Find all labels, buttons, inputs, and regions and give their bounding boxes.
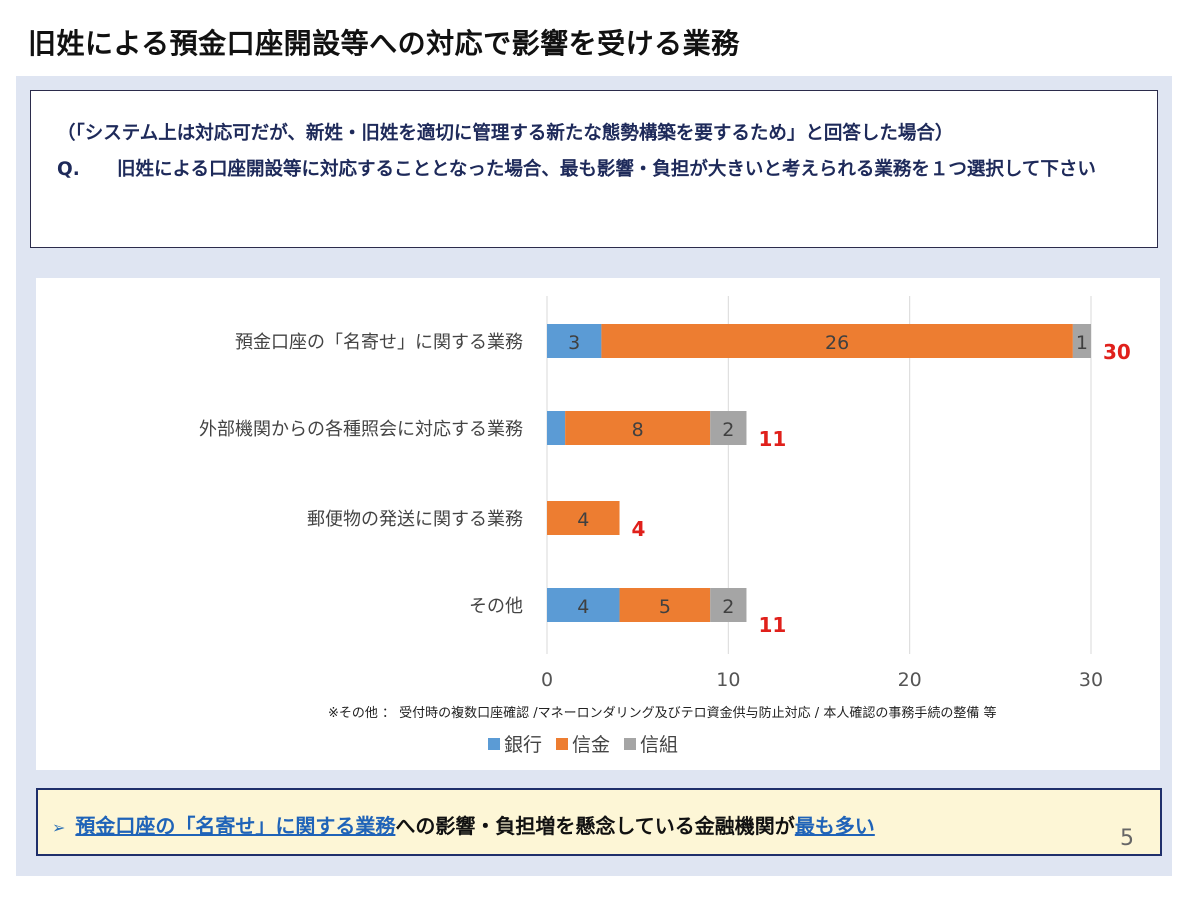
conclusion-box: ➢ 預金口座の「名寄せ」に関する業務への影響・負担増を懸念している金融機関が最も多… (36, 788, 1162, 856)
data-label: 26 (825, 332, 849, 354)
data-label: 5 (659, 596, 671, 618)
bar-segment (601, 324, 1073, 358)
question-text: 旧姓による口座開設等に対応することとなった場合、最も影響・負担が大きいと考えられ… (117, 159, 1096, 180)
total-label: 30 (1103, 340, 1131, 364)
page-title: 旧姓による預金口座開設等への対応で影響を受ける業務 (28, 27, 740, 60)
x-tick-label: 20 (898, 669, 922, 691)
legend-swatch (488, 737, 500, 750)
legend-label: 銀行 (504, 734, 543, 756)
bar-segment (547, 411, 566, 445)
stacked-bar-chart: 0 10 20 30 預金口座の「名寄せ」に関する業務 3 26 1 30 外部機関からの各種照会… (199, 296, 1131, 691)
total-label: 11 (758, 613, 786, 637)
conclusion-emphasis: 最も多い (794, 814, 875, 838)
data-label: 1 (1076, 332, 1088, 354)
bar-segment (547, 588, 620, 622)
category-label: 預金口座の「名寄せ」に関する業務 (235, 332, 523, 353)
category-label: 郵便物の発送に関する業務 (307, 509, 523, 530)
category-label: その他 (469, 596, 523, 617)
data-label: 4 (577, 509, 589, 531)
bar-segment (547, 324, 602, 358)
data-label: 2 (722, 419, 734, 441)
chart-legend: 銀行 信金 信組 (488, 730, 678, 757)
x-tick-label: 30 (1079, 669, 1103, 691)
x-tick-label: 10 (716, 669, 740, 691)
data-label: 4 (577, 596, 589, 618)
conclusion-middle: への影響・負担増を懸念している金融機関が (395, 814, 795, 838)
total-label: 4 (632, 517, 646, 541)
page-number: 5 (1120, 826, 1134, 851)
bar-segment (619, 588, 711, 622)
arrow-icon: ➢ (52, 818, 66, 837)
legend-swatch (556, 737, 569, 750)
bar-segment (710, 588, 747, 622)
legend-label: 信金 (572, 734, 611, 756)
question-label: Q. (57, 159, 80, 180)
bar-segment (1072, 324, 1091, 358)
data-label: 2 (722, 596, 734, 618)
legend-item: 信組 (624, 730, 678, 757)
x-tick-label: 0 (541, 669, 553, 691)
category-label: 外部機関からの各種照会に対応する業務 (199, 419, 523, 440)
legend-label: 信組 (640, 734, 679, 756)
conclusion-highlight: 預金口座の「名寄せ」に関する業務 (75, 814, 396, 838)
legend-item: 銀行 (488, 730, 542, 757)
question-box: （「システム上は対応可だが、新姓・旧姓を適切に管理する新たな態勢構築を要するため… (30, 90, 1158, 248)
data-label: 8 (632, 419, 644, 441)
total-label: 11 (758, 427, 786, 451)
question: Q. 旧姓による口座開設等に対応することとなった場合、最も影響・負担が大きいと考… (57, 157, 1137, 183)
chart-area: 0 10 20 30 預金口座の「名寄せ」に関する業務 3 26 1 30 外部機関からの各種照会… (36, 278, 1160, 770)
question-condition: （「システム上は対応可だが、新姓・旧姓を適切に管理する新たな態勢構築を要するため… (57, 123, 954, 144)
legend-item: 信金 (556, 730, 610, 757)
bar-segment (547, 501, 620, 535)
bar-segment (710, 411, 747, 445)
chart-footnote: ※その他 ： 受付時の複数口座確認 /マネーロンダリング及びテロ資金供与防止対応… (328, 706, 997, 721)
legend-swatch (624, 737, 637, 750)
data-label: 3 (568, 332, 580, 354)
bar-segment (565, 411, 711, 445)
